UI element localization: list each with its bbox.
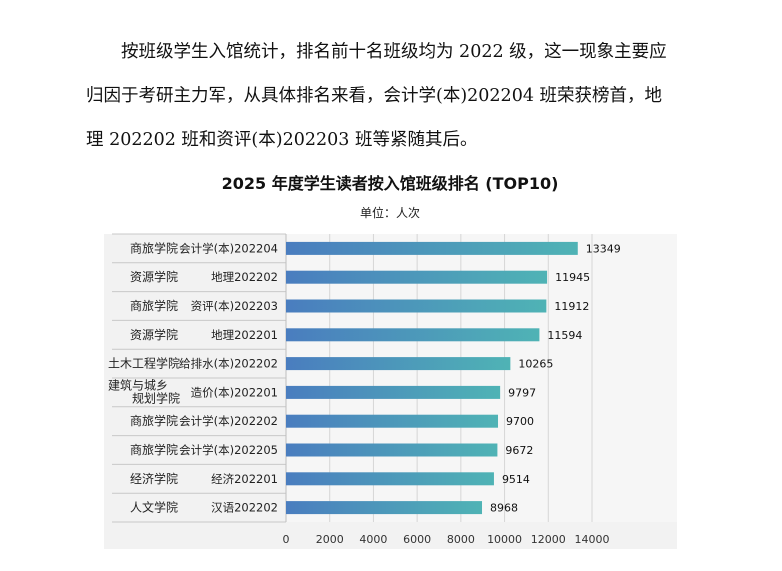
college-label: 资源学院 — [130, 269, 178, 284]
class-label: 地理202202 — [211, 270, 278, 284]
class-label: 给排水(本)202202 — [179, 357, 278, 371]
bar — [286, 443, 498, 457]
data-label: 11945 — [555, 271, 590, 284]
data-label: 8968 — [490, 502, 518, 515]
college-label: 经济学院 — [130, 471, 178, 486]
college-label: 商旅学院 — [130, 240, 178, 255]
bar — [286, 472, 494, 486]
x-tick-label: 4000 — [359, 533, 387, 546]
bar — [286, 270, 548, 284]
paragraph-line: 归因于考研主力军，从具体排名来看，会计学(本)202204 班荣获榜首，地 — [86, 86, 663, 106]
x-tick-label: 0 — [283, 533, 290, 546]
x-tick-label: 14000 — [575, 533, 610, 546]
college-label: 人文学院 — [130, 500, 178, 515]
bar — [286, 357, 511, 371]
class-label: 汉语202202 — [211, 501, 278, 515]
data-label: 13349 — [586, 242, 621, 255]
bar — [286, 414, 499, 428]
class-label: 造价(本)202201 — [191, 385, 278, 399]
chart-title: 2025 年度学生读者按入馆班级排名 (TOP10) — [222, 174, 559, 193]
bar — [286, 241, 578, 255]
college-label: 商旅学院 — [130, 298, 178, 313]
data-label: 10265 — [518, 358, 553, 371]
college-label: 商旅学院 — [130, 442, 178, 457]
class-label: 会计学(本)202204 — [179, 241, 278, 255]
class-label: 经济202201 — [211, 472, 278, 486]
data-label: 9700 — [506, 415, 534, 428]
x-tick-label: 2000 — [316, 533, 344, 546]
x-tick-label: 10000 — [487, 533, 522, 546]
body-paragraph: 按班级学生入馆统计，排名前十名班级均为 2022 级，这一现象主要应 归因于考研… — [86, 30, 706, 162]
bar — [286, 385, 501, 399]
class-ranking-bar-chart: 2025 年度学生读者按入馆班级排名 (TOP10) 单位：人次 商旅学院 会计学… — [104, 167, 677, 549]
college-label: 土木工程学院 — [108, 356, 180, 371]
class-label: 地理202201 — [211, 328, 278, 342]
x-tick-label: 8000 — [447, 533, 475, 546]
paragraph-line: 按班级学生入馆统计，排名前十名班级均为 2022 级，这一现象主要应 — [121, 42, 667, 62]
data-label: 9514 — [502, 473, 530, 486]
college-label: 建筑与城乡规划学院 — [108, 377, 180, 405]
x-tick-label: 6000 — [403, 533, 431, 546]
bar — [286, 328, 540, 342]
college-label: 资源学院 — [130, 327, 178, 342]
chart-subtitle: 单位：人次 — [360, 205, 420, 220]
class-label: 资评(本)202203 — [191, 299, 278, 313]
class-label: 会计学(本)202205 — [179, 443, 278, 457]
bar — [286, 501, 483, 515]
x-tick-label: 12000 — [531, 533, 566, 546]
college-label: 商旅学院 — [130, 413, 178, 428]
data-label: 11594 — [547, 329, 582, 342]
data-label: 9672 — [505, 444, 533, 457]
data-label: 9797 — [508, 386, 536, 399]
class-label: 会计学(本)202202 — [179, 414, 278, 428]
paragraph-line: 理 202202 班和资评(本)202203 班等紧随其后。 — [86, 130, 478, 150]
data-label: 11912 — [554, 300, 589, 313]
bar — [286, 299, 547, 313]
